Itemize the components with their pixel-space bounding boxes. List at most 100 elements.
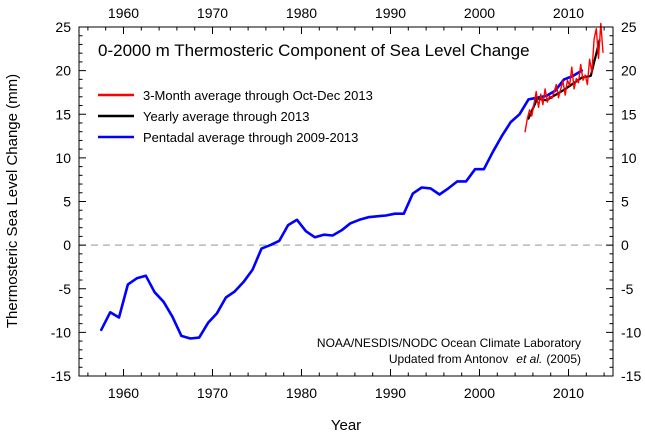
data-point-pentadal-average-through-2009-2013-19 xyxy=(270,244,272,246)
data-point-3-month-average-through-oct-dec-2013-33 xyxy=(598,58,600,60)
x-tick-label-top-2000: 2000 xyxy=(464,5,495,21)
data-point-3-month-average-through-oct-dec-2013-15 xyxy=(558,97,560,99)
data-point-pentadal-average-through-2009-2013-18 xyxy=(261,248,263,250)
series-line-3-month-average-through-oct-dec-2013 xyxy=(524,22,604,133)
data-point-3-month-average-through-oct-dec-2013-23 xyxy=(575,78,577,80)
y-tick-label-left-5: 5 xyxy=(63,194,71,210)
y-tick-label-right-25: 25 xyxy=(621,19,637,35)
y-tick-label-left--5: -5 xyxy=(59,281,72,297)
data-point-3-month-average-through-oct-dec-2013-13 xyxy=(553,92,555,94)
x-tick-label-bottom-1960: 1960 xyxy=(108,385,139,401)
data-point-3-month-average-through-oct-dec-2013-35 xyxy=(602,51,604,53)
data-point-pentadal-average-through-2009-2013-14 xyxy=(225,297,227,299)
x-tick-label-bottom-1990: 1990 xyxy=(375,385,406,401)
data-point-pentadal-average-through-2009-2013-8 xyxy=(172,316,174,318)
data-point-pentadal-average-through-2009-2013-36 xyxy=(421,187,423,189)
y-tick-label-right--15: -15 xyxy=(621,368,641,384)
y-tick-label-right-20: 20 xyxy=(621,63,637,79)
y-tick-label-left-20: 20 xyxy=(55,63,71,79)
data-point-pentadal-average-through-2009-2013-52 xyxy=(563,79,565,81)
data-point-pentadal-average-through-2009-2013-32 xyxy=(385,215,387,217)
data-point-pentadal-average-through-2009-2013-7 xyxy=(163,301,165,303)
annotation-citation: Updated from Antonov et al. (2005) xyxy=(389,352,581,366)
x-tick-label-top-1960: 1960 xyxy=(108,5,139,21)
data-point-3-month-average-through-oct-dec-2013-12 xyxy=(551,98,553,100)
series-3-month-average-through-oct-dec-2013 xyxy=(524,22,604,133)
data-point-pentadal-average-through-2009-2013-33 xyxy=(394,213,396,215)
data-point-pentadal-average-through-2009-2013-12 xyxy=(207,322,209,324)
data-point-pentadal-average-through-2009-2013-30 xyxy=(367,216,369,218)
x-axis-label: Year xyxy=(331,417,361,434)
data-point-3-month-average-through-oct-dec-2013-1 xyxy=(526,118,528,120)
y-tick-label-right--5: -5 xyxy=(621,281,634,297)
data-point-3-month-average-through-oct-dec-2013-28 xyxy=(587,84,589,86)
data-point-pentadal-average-through-2009-2013-10 xyxy=(189,338,191,340)
data-point-pentadal-average-through-2009-2013-44 xyxy=(492,151,494,153)
data-point-3-month-average-through-oct-dec-2013-0 xyxy=(524,131,526,133)
legend-label-3month: 3-Month average through Oct-Dec 2013 xyxy=(143,88,373,103)
y-tick-label-left-15: 15 xyxy=(55,106,71,122)
x-tick-label-top-1970: 1970 xyxy=(197,5,228,21)
data-point-pentadal-average-through-2009-2013-35 xyxy=(412,193,414,195)
data-point-3-month-average-through-oct-dec-2013-19 xyxy=(567,79,569,81)
data-point-pentadal-average-through-2009-2013-34 xyxy=(403,213,405,215)
data-point-3-month-average-through-oct-dec-2013-18 xyxy=(564,94,566,96)
y-tick-label-right-15: 15 xyxy=(621,106,637,122)
tick-layer: 1960196019701970198019801990199020002000… xyxy=(51,5,642,401)
x-tick-label-bottom-2000: 2000 xyxy=(464,385,495,401)
data-point-pentadal-average-through-2009-2013-16 xyxy=(243,281,245,283)
x-tick-label-top-1980: 1980 xyxy=(286,5,317,21)
legend: 3-Month average through Oct-Dec 2013 Yea… xyxy=(98,88,373,145)
data-point-pentadal-average-through-2009-2013-20 xyxy=(278,240,280,242)
data-point-pentadal-average-through-2009-2013-4 xyxy=(136,277,138,279)
data-point-pentadal-average-through-2009-2013-17 xyxy=(252,269,254,271)
x-tick-label-bottom-1970: 1970 xyxy=(197,385,228,401)
data-point-pentadal-average-through-2009-2013-11 xyxy=(198,337,200,339)
series-pentadal-average-through-2009-2013 xyxy=(100,69,584,340)
data-point-yearly-average-through-2013-7 xyxy=(590,75,592,77)
data-point-pentadal-average-through-2009-2013-46 xyxy=(510,121,512,123)
y-tick-label-right-5: 5 xyxy=(621,194,629,210)
y-axis-label: Thermosteric Sea Level Change (mm) xyxy=(4,74,21,328)
data-point-pentadal-average-through-2009-2013-40 xyxy=(456,181,458,183)
data-point-yearly-average-through-2013-3 xyxy=(554,94,556,96)
y-tick-label-right-0: 0 xyxy=(621,237,629,253)
data-point-pentadal-average-through-2009-2013-45 xyxy=(501,135,503,137)
data-point-pentadal-average-through-2009-2013-37 xyxy=(430,188,432,190)
data-point-3-month-average-through-oct-dec-2013-25 xyxy=(580,64,582,66)
data-point-pentadal-average-through-2009-2013-9 xyxy=(181,335,183,337)
data-point-pentadal-average-through-2009-2013-15 xyxy=(234,291,236,293)
data-point-pentadal-average-through-2009-2013-29 xyxy=(359,219,361,221)
data-point-pentadal-average-through-2009-2013-24 xyxy=(314,236,316,238)
y-tick-label-right-10: 10 xyxy=(621,150,637,166)
data-point-3-month-average-through-oct-dec-2013-6 xyxy=(538,106,540,108)
annotation-citation-prefix: Updated from Antonov xyxy=(389,352,508,366)
data-point-3-month-average-through-oct-dec-2013-22 xyxy=(573,88,575,90)
x-tick-label-top-2010: 2010 xyxy=(553,5,584,21)
data-point-3-month-average-through-oct-dec-2013-34 xyxy=(600,23,602,25)
annotation-citation-suffix: (2005) xyxy=(546,352,581,366)
data-point-pentadal-average-through-2009-2013-27 xyxy=(341,229,343,231)
annotation-source: NOAA/NESDIS/NODC Ocean Climate Laborator… xyxy=(317,336,581,350)
x-tick-label-top-1990: 1990 xyxy=(375,5,406,21)
data-point-pentadal-average-through-2009-2013-28 xyxy=(350,222,352,224)
data-point-pentadal-average-through-2009-2013-41 xyxy=(465,181,467,183)
data-point-3-month-average-through-oct-dec-2013-10 xyxy=(547,101,549,103)
data-point-3-month-average-through-oct-dec-2013-29 xyxy=(589,58,591,60)
data-point-3-month-average-through-oct-dec-2013-11 xyxy=(549,95,551,97)
data-point-pentadal-average-through-2009-2013-31 xyxy=(376,215,378,217)
data-point-3-month-average-through-oct-dec-2013-17 xyxy=(562,80,564,82)
series-line-pentadal-average-through-2009-2013 xyxy=(100,69,584,340)
data-point-pentadal-average-through-2009-2013-3 xyxy=(127,284,129,286)
data-point-pentadal-average-through-2009-2013-22 xyxy=(296,219,298,221)
data-point-pentadal-average-through-2009-2013-47 xyxy=(519,113,521,115)
data-point-pentadal-average-through-2009-2013-38 xyxy=(439,194,441,196)
data-point-pentadal-average-through-2009-2013-1 xyxy=(109,311,111,313)
y-tick-label-right--10: -10 xyxy=(621,324,641,340)
y-tick-label-left-10: 10 xyxy=(55,150,71,166)
data-point-3-month-average-through-oct-dec-2013-2 xyxy=(529,109,531,111)
data-point-3-month-average-through-oct-dec-2013-14 xyxy=(555,84,557,86)
data-point-pentadal-average-through-2009-2013-39 xyxy=(447,188,449,190)
